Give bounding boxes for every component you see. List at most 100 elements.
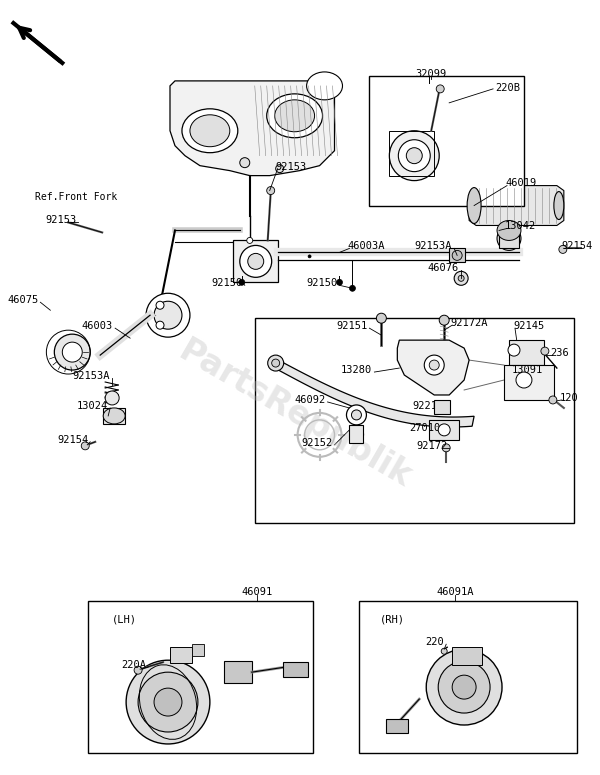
- Text: 27010: 27010: [409, 423, 440, 433]
- Text: 92210: 92210: [412, 401, 443, 411]
- Circle shape: [272, 359, 280, 367]
- Circle shape: [275, 164, 284, 173]
- Circle shape: [429, 360, 439, 370]
- Circle shape: [267, 187, 275, 195]
- Text: 92151: 92151: [336, 321, 367, 331]
- Ellipse shape: [497, 226, 521, 250]
- Text: 46003: 46003: [82, 321, 113, 331]
- Circle shape: [62, 342, 82, 362]
- Bar: [283, 662, 308, 677]
- Circle shape: [308, 255, 311, 258]
- Circle shape: [406, 148, 422, 164]
- Circle shape: [247, 237, 253, 243]
- Text: 13091: 13091: [512, 365, 543, 375]
- Text: 92152: 92152: [301, 438, 332, 448]
- Ellipse shape: [182, 109, 238, 153]
- Bar: [349, 425, 364, 443]
- Ellipse shape: [554, 191, 564, 219]
- Bar: [509, 340, 544, 365]
- Bar: [255, 319, 574, 522]
- Text: 220B: 220B: [495, 83, 520, 93]
- Circle shape: [389, 131, 439, 181]
- Circle shape: [154, 688, 182, 716]
- Bar: [504, 365, 554, 400]
- Bar: [370, 76, 524, 205]
- Bar: [429, 420, 459, 440]
- Circle shape: [154, 301, 182, 329]
- Text: 13024: 13024: [77, 401, 108, 411]
- Circle shape: [156, 321, 164, 329]
- Text: 13042: 13042: [505, 222, 536, 232]
- Circle shape: [337, 279, 343, 285]
- Text: 92153: 92153: [275, 162, 307, 171]
- Text: 92154: 92154: [57, 435, 88, 445]
- Circle shape: [426, 649, 502, 725]
- Circle shape: [126, 660, 210, 744]
- Circle shape: [352, 410, 361, 420]
- Circle shape: [516, 372, 532, 388]
- Circle shape: [349, 285, 355, 291]
- Circle shape: [105, 391, 119, 405]
- Circle shape: [452, 675, 476, 699]
- Circle shape: [436, 85, 444, 93]
- Circle shape: [346, 405, 367, 425]
- Text: 92153A: 92153A: [73, 371, 110, 381]
- Text: 46091A: 46091A: [436, 587, 474, 598]
- Text: 92172A: 92172A: [450, 319, 488, 328]
- Text: 120: 120: [560, 393, 578, 403]
- Text: 46019: 46019: [505, 177, 536, 188]
- Text: 46003A: 46003A: [347, 242, 385, 251]
- Circle shape: [452, 250, 462, 260]
- Bar: [224, 661, 252, 683]
- Bar: [192, 644, 204, 656]
- Ellipse shape: [275, 100, 314, 132]
- Circle shape: [240, 246, 272, 277]
- Text: 13280: 13280: [341, 365, 373, 375]
- Text: 46075: 46075: [7, 295, 38, 305]
- Circle shape: [146, 293, 190, 337]
- Circle shape: [156, 301, 164, 309]
- Bar: [449, 249, 465, 263]
- Polygon shape: [170, 81, 335, 176]
- Text: 92145: 92145: [513, 321, 544, 331]
- Ellipse shape: [497, 221, 521, 240]
- Text: 92153A: 92153A: [415, 242, 452, 251]
- Circle shape: [541, 347, 549, 355]
- Ellipse shape: [267, 94, 323, 138]
- Circle shape: [424, 355, 444, 375]
- Ellipse shape: [190, 115, 230, 146]
- Polygon shape: [469, 185, 564, 226]
- Text: 32099: 32099: [416, 69, 447, 79]
- Circle shape: [398, 140, 430, 171]
- Circle shape: [239, 279, 245, 285]
- Text: 46076: 46076: [428, 264, 459, 274]
- Text: Ref.Front Fork: Ref.Front Fork: [35, 191, 118, 202]
- Circle shape: [240, 157, 250, 167]
- Circle shape: [134, 666, 142, 674]
- Polygon shape: [275, 358, 474, 427]
- Circle shape: [441, 648, 447, 654]
- Text: 92150: 92150: [306, 278, 338, 288]
- Text: 220: 220: [425, 637, 444, 647]
- Circle shape: [549, 396, 557, 404]
- Ellipse shape: [467, 188, 481, 223]
- Text: 92150: 92150: [212, 278, 243, 288]
- Text: 92154: 92154: [562, 242, 593, 251]
- Bar: [359, 601, 577, 753]
- Bar: [170, 647, 192, 663]
- Circle shape: [559, 246, 567, 253]
- Circle shape: [138, 672, 198, 732]
- Text: (LH): (LH): [112, 615, 137, 625]
- Circle shape: [458, 275, 464, 281]
- Text: 236: 236: [550, 348, 569, 358]
- Bar: [233, 240, 278, 282]
- Circle shape: [438, 424, 450, 436]
- Circle shape: [268, 355, 284, 371]
- Ellipse shape: [307, 72, 343, 100]
- Circle shape: [438, 661, 490, 713]
- Circle shape: [248, 253, 264, 270]
- Circle shape: [454, 271, 468, 285]
- Circle shape: [442, 444, 450, 452]
- Circle shape: [508, 344, 520, 356]
- Text: (RH): (RH): [379, 615, 404, 625]
